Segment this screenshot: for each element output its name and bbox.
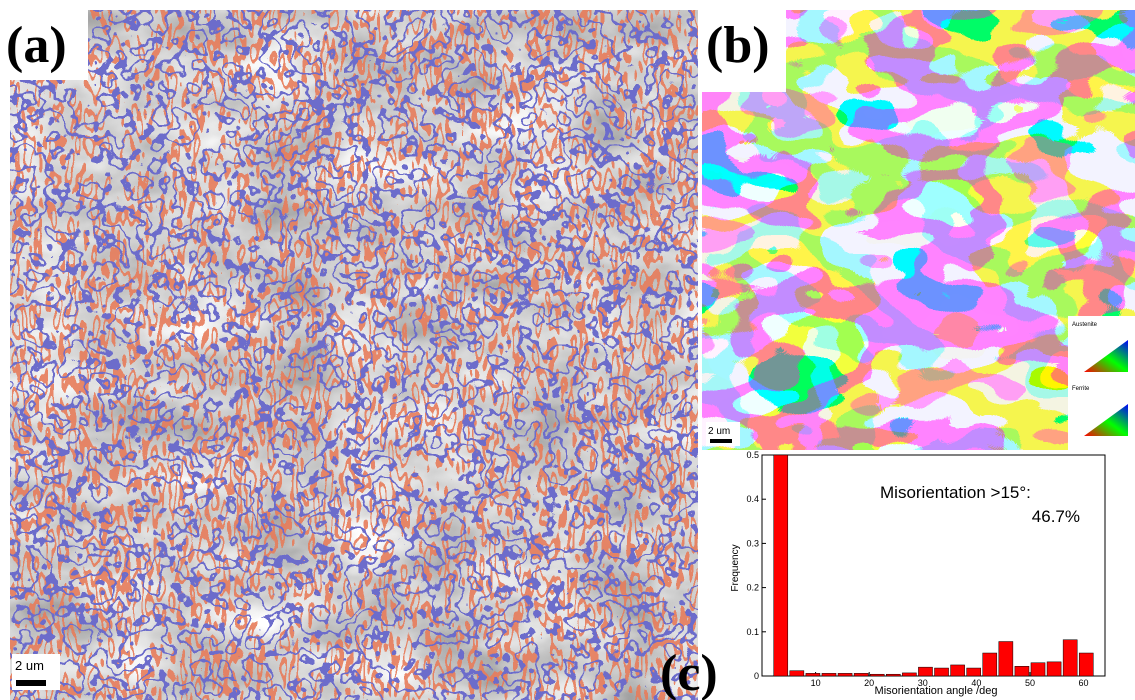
x-tick-label: 40 bbox=[971, 678, 981, 688]
panel-label: (b) bbox=[706, 17, 770, 74]
x-tick-label: 20 bbox=[864, 678, 874, 688]
legend-label: Ferrite bbox=[1072, 386, 1090, 392]
scale-bar-label: 2 um bbox=[15, 658, 44, 673]
bar bbox=[1047, 662, 1061, 676]
x-tick-label: 50 bbox=[1025, 678, 1035, 688]
panel-label: (c) bbox=[660, 645, 718, 700]
bar bbox=[1015, 666, 1029, 676]
scale-bar bbox=[710, 439, 732, 443]
panel-label: (a) bbox=[6, 17, 67, 74]
y-tick-label: 0.1 bbox=[746, 627, 759, 637]
bar bbox=[999, 642, 1013, 676]
bar bbox=[806, 673, 820, 676]
scale-bar bbox=[16, 680, 46, 686]
y-tick-label: 0.3 bbox=[746, 538, 759, 548]
page: (a) 2 um (b) 2 um Austenite Ferrite (c) … bbox=[0, 0, 1135, 700]
bar bbox=[967, 668, 981, 676]
scale-bar-label: 2 um bbox=[708, 426, 730, 437]
bar bbox=[838, 673, 852, 676]
bar bbox=[1079, 653, 1093, 676]
bar bbox=[774, 455, 788, 676]
bar bbox=[1031, 663, 1045, 676]
bar bbox=[870, 674, 884, 676]
x-tick-label: 60 bbox=[1079, 678, 1089, 688]
bar bbox=[822, 673, 836, 676]
y-tick-label: 0.4 bbox=[746, 494, 759, 504]
y-tick-label: 0 bbox=[754, 671, 759, 681]
boundary-overlay bbox=[10, 10, 698, 700]
y-tick-label: 0.2 bbox=[746, 583, 759, 593]
bar bbox=[935, 668, 949, 676]
y-axis-label: Frequency bbox=[730, 544, 741, 591]
bar bbox=[1063, 640, 1077, 676]
legend-label: Austenite bbox=[1072, 322, 1098, 328]
bar bbox=[951, 665, 965, 676]
bar bbox=[854, 673, 868, 676]
x-tick-label: 10 bbox=[811, 678, 821, 688]
bar bbox=[790, 671, 804, 676]
bar bbox=[983, 653, 997, 676]
bar bbox=[902, 673, 916, 676]
annotation: 46.7% bbox=[1032, 507, 1080, 526]
figure: (a) 2 um (b) 2 um Austenite Ferrite (c) … bbox=[0, 0, 1135, 700]
bar bbox=[886, 674, 900, 676]
y-tick-label: 0.5 bbox=[746, 450, 759, 460]
x-tick-label: 30 bbox=[918, 678, 928, 688]
annotation: Misorientation >15°: bbox=[880, 483, 1031, 502]
bar bbox=[918, 667, 932, 676]
